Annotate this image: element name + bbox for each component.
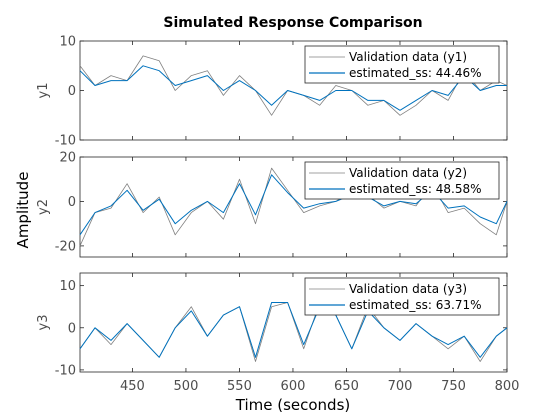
y-tick-label: 0	[68, 195, 76, 210]
legend-box	[304, 277, 500, 316]
x-tick-label: 450	[120, 379, 145, 394]
x-tick-label: 550	[227, 379, 252, 394]
legend-2: Validation data (y2) estimated_ss: 48.58%	[304, 161, 500, 200]
x-tick-label: 650	[334, 379, 359, 394]
estimated-series-line	[79, 65, 507, 111]
y-tick-label: 0	[68, 84, 76, 99]
x-tick-label: 750	[441, 379, 466, 394]
legend-box	[304, 161, 500, 200]
y-tick-label: 20	[59, 151, 76, 166]
legend-3: Validation data (y3) estimated_ss: 63.71%	[304, 277, 500, 316]
y-tick-label: 0	[68, 321, 76, 336]
subplot-3: -10 0 10 450 500 550 600 650 700 750 800 y3 Validati…	[36, 272, 520, 394]
legend-entry: Validation data (y1)	[349, 50, 467, 64]
y-tick-label: -10	[55, 363, 76, 378]
x-axis-label: Time (seconds)	[235, 396, 351, 414]
legend-1: Validation data (y1) estimated_ss: 44.46%	[304, 45, 500, 84]
chart-title: Simulated Response Comparison	[163, 15, 422, 31]
estimated-series-line	[79, 302, 508, 358]
x-tick-label: 800	[495, 379, 520, 394]
legend-entry: estimated_ss: 63.71%	[349, 298, 482, 312]
legend-box	[304, 45, 500, 84]
x-tick-label: 600	[281, 379, 306, 394]
legend-entry: estimated_ss: 48.58%	[349, 182, 482, 196]
y-axis-label: Amplitude	[14, 172, 32, 249]
y-tick-label: 10	[59, 279, 76, 294]
legend-entry: Validation data (y2)	[349, 166, 467, 180]
legend-entry: estimated_ss: 44.46%	[349, 66, 482, 80]
subplot-y-label: y2	[36, 199, 51, 215]
x-tick-label: 700	[388, 379, 413, 394]
subplot-y-label: y1	[36, 83, 51, 99]
subplot-y-label: y3	[36, 315, 51, 331]
y-tick-label: -20	[55, 239, 76, 254]
y-tick-label: -10	[55, 134, 76, 149]
x-tick-label: 500	[174, 379, 199, 394]
subplots-group: -10 0 10 y1 Validation data (y1) estimated_ss…	[36, 35, 519, 395]
y-tick-label: 10	[59, 35, 76, 50]
legend-entry: Validation data (y3)	[349, 282, 467, 296]
subplot-2: -20 0 20 y2 Validation data (y2) estimated_ss…	[36, 151, 508, 258]
subplot-1: -10 0 10 y1 Validation data (y1) estimated_ss…	[36, 35, 508, 149]
